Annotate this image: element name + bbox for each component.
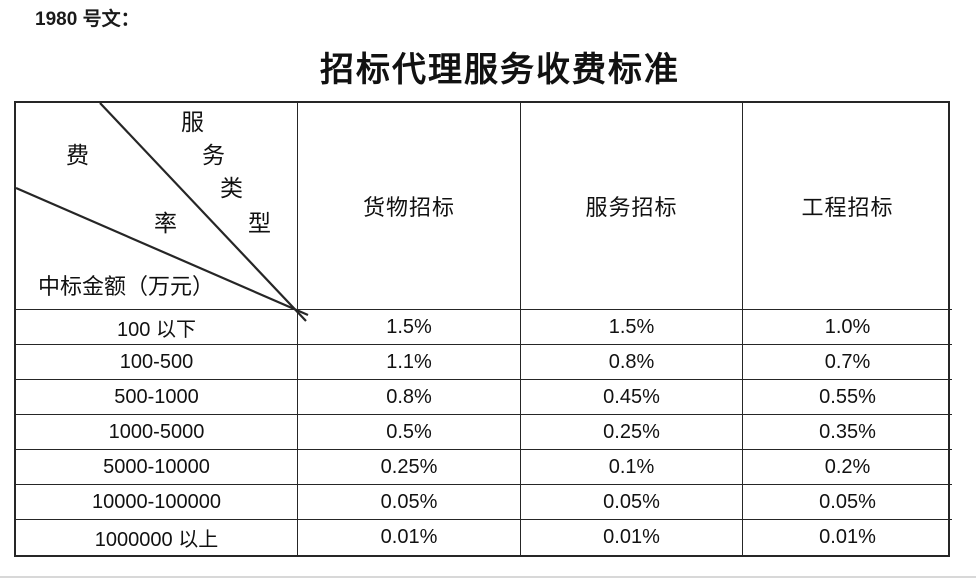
service-rate-cell: 1.5% <box>521 310 743 345</box>
goods-rate-cell: 0.25% <box>298 450 521 485</box>
service-rate-cell: 0.8% <box>521 345 743 380</box>
page-title: 招标代理服务收费标准 <box>320 52 680 89</box>
service-rate-cell: 0.01% <box>521 520 743 555</box>
corner-label-type-char: 类 <box>220 176 243 201</box>
column-header-engineering: 工程招标 <box>743 103 952 310</box>
engineering-rate-cell: 0.05% <box>743 485 952 520</box>
amount-cell: 100 以下 <box>16 310 298 345</box>
goods-rate-cell: 1.5% <box>298 310 521 345</box>
corner-label-type-char: 服 <box>181 110 204 135</box>
engineering-rate-cell: 0.55% <box>743 380 952 415</box>
column-header-service: 服务招标 <box>521 103 743 310</box>
amount-cell: 5000-10000 <box>16 450 298 485</box>
corner-label-amount: 中标金额（万元） <box>38 274 215 299</box>
service-rate-cell: 0.25% <box>521 415 743 450</box>
page-bottom-edge <box>0 576 976 578</box>
doc-number-label: 号文： <box>82 9 140 30</box>
service-rate-cell: 0.1% <box>521 450 743 485</box>
amount-cell: 10000-100000 <box>16 485 298 520</box>
engineering-rate-cell: 0.35% <box>743 415 952 450</box>
corner-label-type-char: 务 <box>202 143 225 168</box>
corner-label-fee-char: 率 <box>154 211 177 236</box>
service-rate-cell: 0.45% <box>521 380 743 415</box>
amount-cell: 100-500 <box>16 345 298 380</box>
corner-header-cell: 服 务 类 型 费 率 中标金额（万元） <box>15 102 309 322</box>
goods-rate-cell: 0.5% <box>298 415 521 450</box>
goods-rate-cell: 0.01% <box>298 520 521 555</box>
service-rate-cell: 0.05% <box>521 485 743 520</box>
corner-label-fee-char: 费 <box>66 143 89 168</box>
fee-table: 服 务 类 型 费 率 中标金额（万元） 货物招标 服务招标 工程招标 100 … <box>14 101 952 557</box>
column-header-goods: 货物招标 <box>298 103 521 310</box>
goods-rate-cell: 0.8% <box>298 380 521 415</box>
amount-cell: 1000000 以上 <box>16 520 298 555</box>
engineering-rate-cell: 0.01% <box>819 526 876 548</box>
amount-cell: 1000-5000 <box>16 415 298 450</box>
amount-cell: 500-1000 <box>16 380 298 415</box>
corner-label-type-char: 型 <box>248 211 271 236</box>
engineering-rate-cell: 0.7% <box>743 345 952 380</box>
engineering-rate-cell: 1.0% <box>743 310 952 345</box>
diagonal-split-lines <box>15 102 309 322</box>
doc-number: 1980 号文： <box>35 4 140 31</box>
engineering-rate-cell: 0.2% <box>743 450 952 485</box>
goods-rate-cell: 1.1% <box>298 345 521 380</box>
doc-number-value: 1980 <box>35 9 78 30</box>
goods-rate-cell: 0.05% <box>298 485 521 520</box>
